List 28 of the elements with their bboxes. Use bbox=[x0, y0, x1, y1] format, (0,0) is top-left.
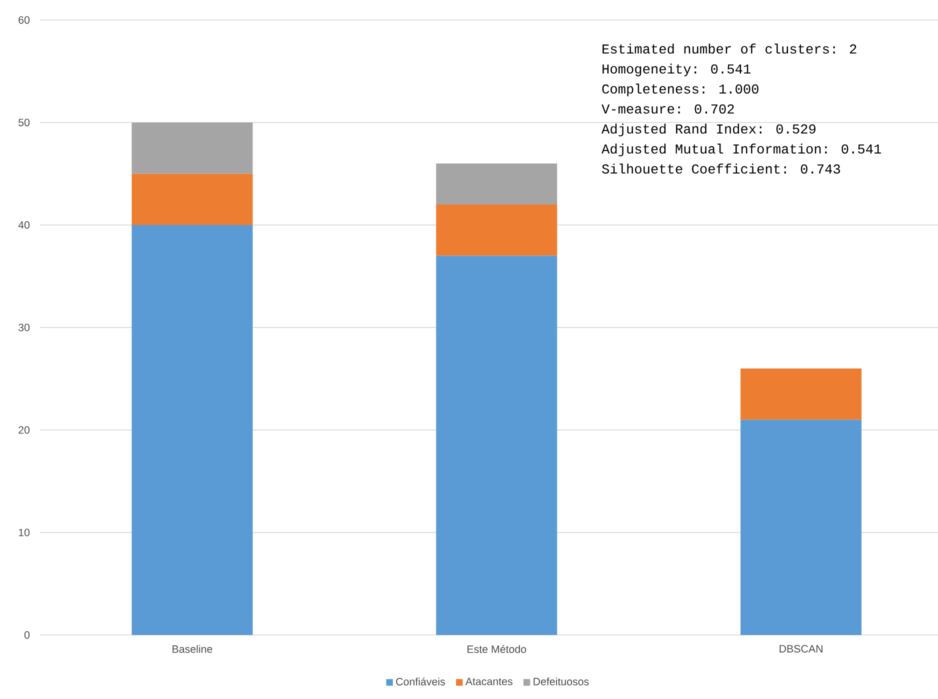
y-tick-label: 50 bbox=[18, 118, 30, 126]
bar bbox=[132, 225, 253, 635]
annotation: Estimated number of clusters: 2 bbox=[602, 44, 856, 54]
x-tick-label: DBSCAN bbox=[780, 645, 822, 653]
bar bbox=[436, 204, 558, 256]
bar bbox=[436, 256, 558, 635]
x-tick-label: Este Método bbox=[468, 645, 526, 653]
bar bbox=[740, 368, 862, 420]
y-tick-label: 30 bbox=[18, 324, 30, 332]
y-tick-label: 10 bbox=[18, 528, 30, 536]
annotation: Adjusted Mutual Information: 0.541 bbox=[602, 144, 882, 156]
bar bbox=[132, 122, 253, 174]
y-tick-label: 60 bbox=[18, 16, 30, 24]
bar bbox=[740, 420, 862, 635]
bar bbox=[436, 164, 558, 204]
bar bbox=[132, 174, 253, 225]
annotation: V-measure: 0.702 bbox=[602, 104, 734, 114]
x-tick-label: Baseline bbox=[172, 645, 212, 653]
annotation: Silhouette Coefficient: 0.743 bbox=[602, 164, 840, 174]
y-tick-label: 20 bbox=[18, 426, 30, 434]
y-tick-label: 40 bbox=[18, 221, 30, 229]
legend-label: Defeituosos bbox=[534, 678, 589, 686]
annotation: Adjusted Rand Index: 0.529 bbox=[602, 124, 816, 136]
legend-label: Confiáveis bbox=[396, 677, 445, 686]
legend-label: Atacantes bbox=[465, 678, 512, 686]
y-tick-label: 0 bbox=[24, 631, 30, 639]
annotation: Completeness: 1.000 bbox=[602, 84, 758, 96]
annotation: Homogeneity: 0.541 bbox=[602, 64, 750, 76]
